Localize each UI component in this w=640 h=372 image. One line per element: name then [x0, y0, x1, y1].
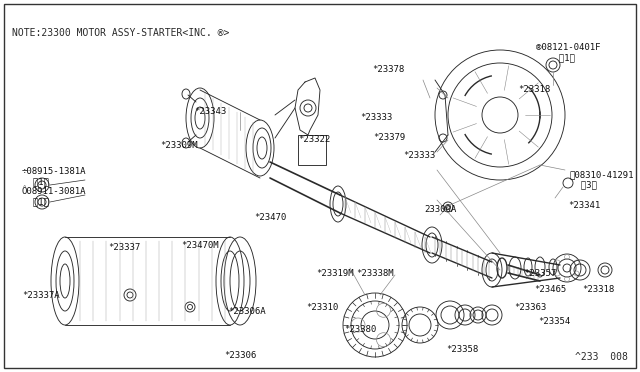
Text: *23319M: *23319M: [316, 269, 354, 279]
Text: *23470M: *23470M: [181, 241, 219, 250]
Text: Ô08911-3081A: Ô08911-3081A: [22, 187, 86, 196]
Text: *23318: *23318: [582, 285, 614, 295]
Text: *23310: *23310: [306, 302, 339, 311]
Text: *23343: *23343: [194, 108, 226, 116]
Text: *23358: *23358: [446, 346, 478, 355]
Text: ^233  008: ^233 008: [575, 352, 628, 362]
Text: NOTE:23300 MOTOR ASSY-STARTER<INC. ®>: NOTE:23300 MOTOR ASSY-STARTER<INC. ®>: [12, 28, 229, 38]
Text: *23322: *23322: [298, 135, 330, 144]
Text: *23337: *23337: [108, 244, 140, 253]
Text: *23465: *23465: [534, 285, 566, 295]
Text: *23337A: *23337A: [22, 291, 60, 299]
Text: *23306: *23306: [224, 352, 256, 360]
Text: （1）: （1）: [22, 198, 49, 206]
Text: *23341: *23341: [568, 201, 600, 209]
Text: ÷08915-1381A: ÷08915-1381A: [22, 167, 86, 176]
Text: *23378: *23378: [372, 65, 404, 74]
Text: *23379: *23379: [373, 134, 405, 142]
Text: （3）: （3）: [570, 180, 597, 189]
Text: （1）: （1）: [548, 54, 575, 62]
Text: *23306A: *23306A: [228, 308, 266, 317]
Text: *23338M: *23338M: [356, 269, 394, 279]
Text: ®08121-0401F: ®08121-0401F: [536, 44, 600, 52]
Text: *23357: *23357: [524, 269, 556, 278]
Text: Ⓝ08310-41291: Ⓝ08310-41291: [570, 170, 634, 180]
Text: *23363: *23363: [514, 304, 547, 312]
Text: 23300A: 23300A: [424, 205, 456, 215]
Text: *23309M: *23309M: [160, 141, 198, 150]
Text: *23333: *23333: [403, 151, 435, 160]
Bar: [298, 135, 326, 165]
Text: *23470: *23470: [254, 214, 286, 222]
Text: *23354: *23354: [538, 317, 570, 327]
Text: *23333: *23333: [360, 113, 392, 122]
Text: （1）: （1）: [22, 177, 49, 186]
Text: *23380: *23380: [344, 326, 376, 334]
Text: *23318: *23318: [518, 86, 550, 94]
